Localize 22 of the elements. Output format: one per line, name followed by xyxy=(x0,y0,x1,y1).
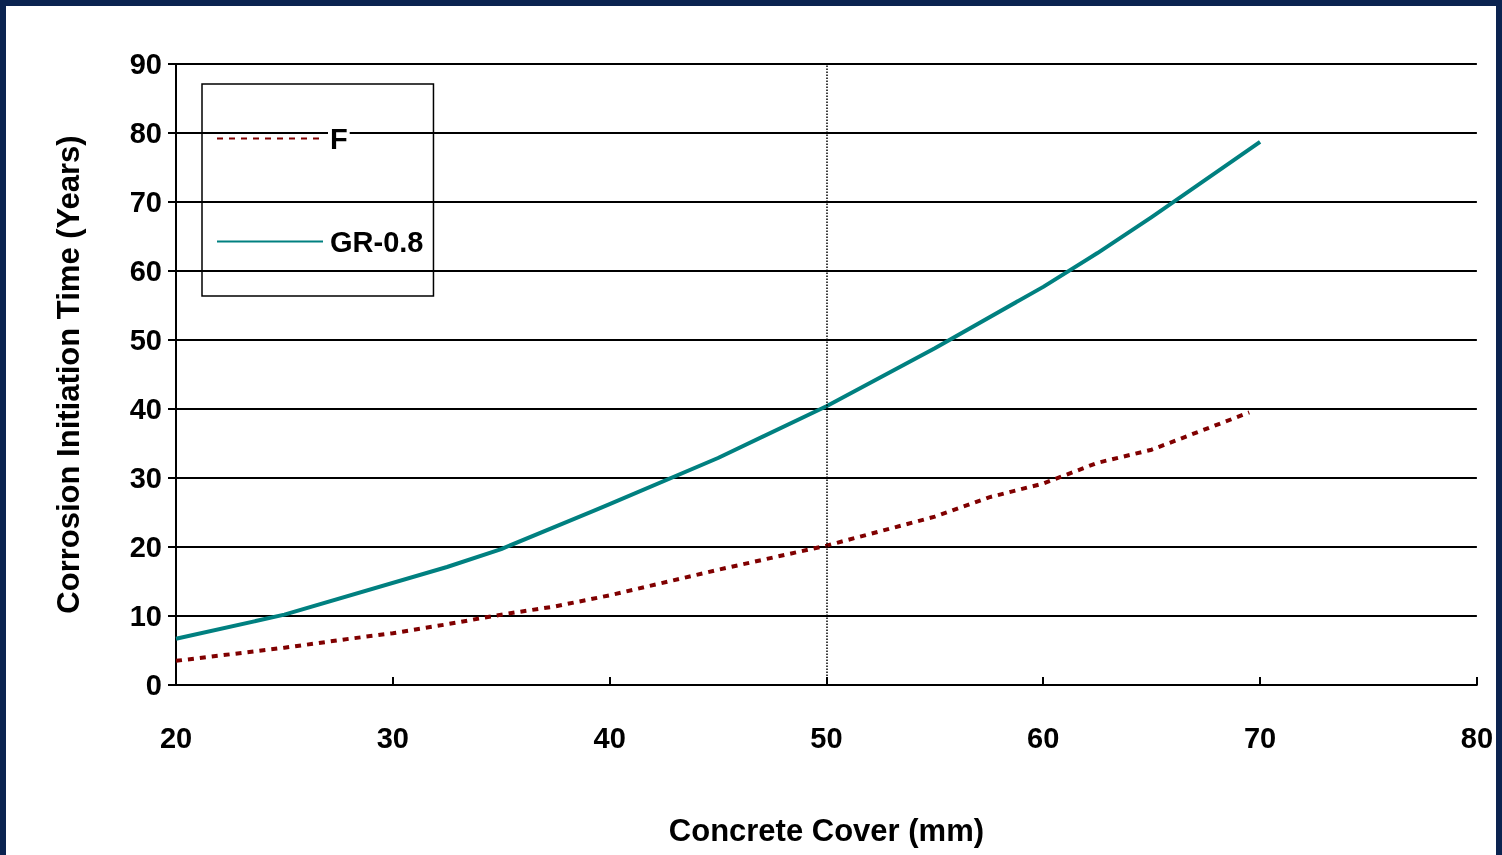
y-tick-label: 90 xyxy=(129,48,162,80)
y-tick-label: 50 xyxy=(129,324,162,356)
y-tick-label: 30 xyxy=(129,462,162,494)
x-tick-label: 60 xyxy=(1027,721,1060,754)
line-series xyxy=(174,410,1252,663)
x-tick-label: 50 xyxy=(810,721,843,754)
x-tick-label: 20 xyxy=(159,721,193,754)
legend-label: F xyxy=(330,122,348,155)
y-tick-label: 40 xyxy=(129,393,162,425)
y-axis-title: Corrosion Initiation Time (Years) xyxy=(51,135,86,614)
y-tick-label: 20 xyxy=(129,531,162,563)
x-tick-label: 40 xyxy=(593,721,626,754)
x-tick-label: 80 xyxy=(1460,721,1493,754)
x-tick-label: 30 xyxy=(376,721,409,754)
y-tick-label: 70 xyxy=(129,186,162,218)
y-tick-label: 0 xyxy=(145,669,162,701)
legend-label: GR-0.8 xyxy=(330,225,424,258)
y-tick-label: 80 xyxy=(129,117,162,149)
x-tick-label: 70 xyxy=(1243,721,1277,754)
y-tick-label: 10 xyxy=(129,600,162,632)
y-tick-label: 60 xyxy=(129,255,162,287)
x-axis-title: Concrete Cover (mm) xyxy=(668,813,985,848)
